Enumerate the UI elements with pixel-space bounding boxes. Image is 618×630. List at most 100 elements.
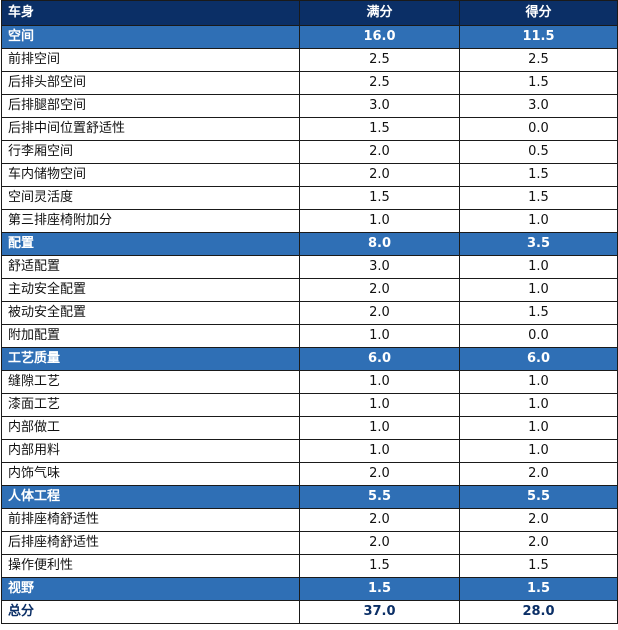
score-cell: 1.0 (459, 255, 618, 279)
header-full-score: 满分 (299, 0, 460, 26)
full-score-cell: 1.5 (299, 186, 460, 210)
item-name-cell: 前排座椅舒适性 (1, 508, 300, 532)
score-cell: 1.5 (459, 186, 618, 210)
item-name-cell: 舒适配置 (1, 255, 300, 279)
score-cell: 2.5 (459, 48, 618, 72)
item-row: 内部做工 1.0 1.0 (1, 416, 618, 440)
header-category: 车身 (1, 0, 300, 26)
full-score-cell: 2.0 (299, 163, 460, 187)
item-name-cell: 主动安全配置 (1, 278, 300, 302)
full-score-cell: 8.0 (299, 232, 460, 256)
score-cell: 1.5 (459, 554, 618, 578)
full-score-cell: 1.0 (299, 324, 460, 348)
section-row: 人体工程 5.5 5.5 (1, 485, 618, 509)
score-cell: 1.0 (459, 370, 618, 394)
header-score: 得分 (459, 0, 618, 26)
item-row: 内饰气味 2.0 2.0 (1, 462, 618, 486)
item-name-cell: 缝隙工艺 (1, 370, 300, 394)
full-score-cell: 2.0 (299, 301, 460, 325)
full-score-cell: 1.0 (299, 439, 460, 463)
score-cell: 28.0 (459, 600, 618, 624)
section-name-cell: 配置 (1, 232, 300, 256)
full-score-cell: 16.0 (299, 25, 460, 49)
full-score-cell: 1.0 (299, 209, 460, 233)
item-row: 后排腿部空间 3.0 3.0 (1, 94, 618, 118)
item-name-cell: 前排空间 (1, 48, 300, 72)
item-row: 漆面工艺 1.0 1.0 (1, 393, 618, 417)
score-cell: 3.0 (459, 94, 618, 118)
full-score-cell: 1.0 (299, 416, 460, 440)
full-score-cell: 1.0 (299, 393, 460, 417)
table-body: 空间 16.0 11.5 前排空间 2.5 2.5 后排头部空间 2.5 1.5 后排腿部空间 3.… (1, 25, 618, 624)
item-name-cell: 漆面工艺 (1, 393, 300, 417)
full-score-cell: 2.0 (299, 531, 460, 555)
score-cell: 0.5 (459, 140, 618, 164)
full-score-cell: 3.0 (299, 94, 460, 118)
item-name-cell: 车内储物空间 (1, 163, 300, 187)
score-cell: 1.0 (459, 393, 618, 417)
full-score-cell: 1.5 (299, 577, 460, 601)
item-row: 前排座椅舒适性 2.0 2.0 (1, 508, 618, 532)
score-cell: 1.0 (459, 278, 618, 302)
score-cell: 1.5 (459, 577, 618, 601)
score-cell: 2.0 (459, 531, 618, 555)
full-score-cell: 2.5 (299, 71, 460, 95)
header-row: 车身 满分 得分 (1, 0, 618, 26)
item-row: 前排空间 2.5 2.5 (1, 48, 618, 72)
item-row: 附加配置 1.0 0.0 (1, 324, 618, 348)
score-cell: 3.5 (459, 232, 618, 256)
section-row: 空间 16.0 11.5 (1, 25, 618, 49)
score-cell: 1.0 (459, 416, 618, 440)
item-name-cell: 内饰气味 (1, 462, 300, 486)
full-score-cell: 2.0 (299, 508, 460, 532)
full-score-cell: 2.0 (299, 140, 460, 164)
score-cell: 6.0 (459, 347, 618, 371)
item-row: 空间灵活度 1.5 1.5 (1, 186, 618, 210)
full-score-cell: 2.5 (299, 48, 460, 72)
total-label-cell: 总分 (1, 600, 300, 624)
item-name-cell: 后排座椅舒适性 (1, 531, 300, 555)
score-cell: 5.5 (459, 485, 618, 509)
item-row: 舒适配置 3.0 1.0 (1, 255, 618, 279)
score-cell: 2.0 (459, 462, 618, 486)
total-row: 总分 37.0 28.0 (1, 600, 618, 624)
score-cell: 1.5 (459, 301, 618, 325)
item-name-cell: 被动安全配置 (1, 301, 300, 325)
section-row: 配置 8.0 3.5 (1, 232, 618, 256)
item-row: 车内储物空间 2.0 1.5 (1, 163, 618, 187)
score-cell: 1.0 (459, 439, 618, 463)
item-row: 操作便利性 1.5 1.5 (1, 554, 618, 578)
item-name-cell: 后排中间位置舒适性 (1, 117, 300, 141)
item-row: 后排中间位置舒适性 1.5 0.0 (1, 117, 618, 141)
section-name-cell: 人体工程 (1, 485, 300, 509)
item-row: 缝隙工艺 1.0 1.0 (1, 370, 618, 394)
score-cell: 0.0 (459, 324, 618, 348)
score-cell: 11.5 (459, 25, 618, 49)
full-score-cell: 6.0 (299, 347, 460, 371)
item-row: 第三排座椅附加分 1.0 1.0 (1, 209, 618, 233)
full-score-cell: 1.0 (299, 370, 460, 394)
full-score-cell: 5.5 (299, 485, 460, 509)
item-name-cell: 内部做工 (1, 416, 300, 440)
full-score-cell: 2.0 (299, 462, 460, 486)
item-row: 主动安全配置 2.0 1.0 (1, 278, 618, 302)
section-name-cell: 空间 (1, 25, 300, 49)
item-row: 后排头部空间 2.5 1.5 (1, 71, 618, 95)
full-score-cell: 1.5 (299, 117, 460, 141)
full-score-cell: 1.5 (299, 554, 460, 578)
score-cell: 1.0 (459, 209, 618, 233)
full-score-cell: 37.0 (299, 600, 460, 624)
item-name-cell: 第三排座椅附加分 (1, 209, 300, 233)
section-row: 视野 1.5 1.5 (1, 577, 618, 601)
item-name-cell: 操作便利性 (1, 554, 300, 578)
full-score-cell: 2.0 (299, 278, 460, 302)
item-row: 内部用料 1.0 1.0 (1, 439, 618, 463)
section-name-cell: 工艺质量 (1, 347, 300, 371)
score-cell: 2.0 (459, 508, 618, 532)
item-name-cell: 后排腿部空间 (1, 94, 300, 118)
item-row: 行李厢空间 2.0 0.5 (1, 140, 618, 164)
score-cell: 1.5 (459, 71, 618, 95)
score-cell: 0.0 (459, 117, 618, 141)
item-row: 被动安全配置 2.0 1.5 (1, 301, 618, 325)
